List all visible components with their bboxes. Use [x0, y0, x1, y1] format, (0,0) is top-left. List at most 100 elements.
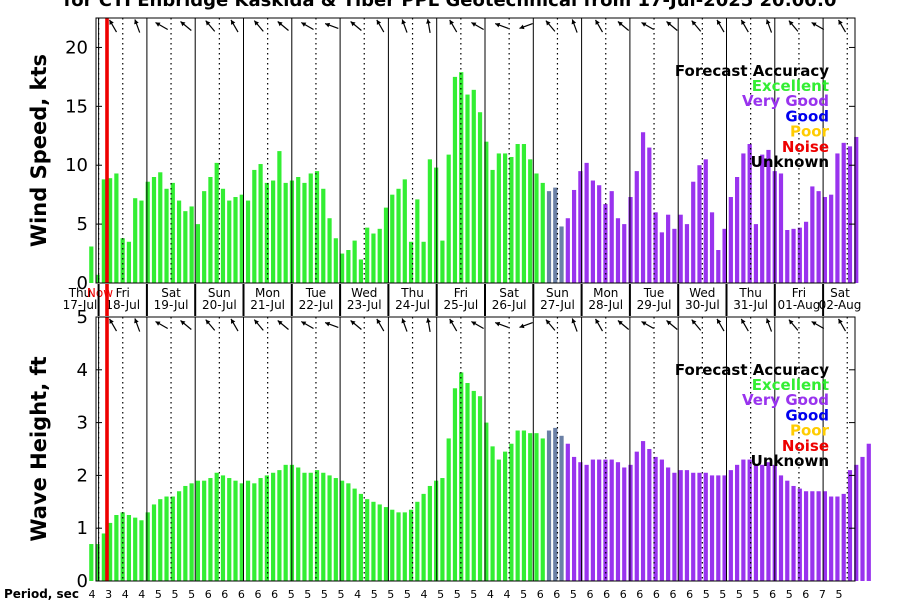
day-date: 19-Jul: [154, 298, 189, 312]
bar: [434, 167, 439, 283]
bar: [615, 218, 621, 283]
bar: [753, 464, 759, 581]
bar: [703, 472, 708, 581]
period-value: 5: [387, 588, 394, 600]
bar: [465, 94, 470, 283]
bar: [252, 169, 257, 283]
direction-arrow-head: [838, 318, 843, 324]
period-value: 6: [686, 588, 693, 600]
day-date: 22-Jul: [299, 298, 334, 312]
bar: [126, 515, 132, 581]
bar: [521, 430, 527, 581]
bar: [95, 274, 100, 283]
bar: [622, 467, 627, 581]
period-value: 5: [719, 588, 726, 600]
bar: [327, 218, 332, 283]
bar: [847, 146, 853, 283]
bar: [653, 212, 658, 283]
bar: [158, 172, 163, 283]
bar: [597, 459, 602, 581]
day-name: Mon: [593, 286, 618, 300]
bar: [816, 191, 821, 283]
bar: [785, 230, 790, 283]
bar: [515, 430, 520, 581]
period-value: 5: [288, 588, 295, 600]
bar: [321, 472, 326, 581]
bar: [797, 488, 802, 581]
bar: [139, 520, 144, 581]
day-date: 29-Jul: [637, 298, 672, 312]
period-value: 4: [487, 588, 494, 600]
y-tick-label: 0: [77, 571, 88, 592]
direction-arrow-head: [376, 19, 382, 25]
bar: [584, 162, 589, 283]
day-name: Fri: [454, 286, 468, 300]
day-date: 17-Jul: [63, 298, 98, 312]
y-tick-label: 3: [77, 413, 88, 434]
direction-arrow-head: [449, 19, 454, 25]
day-date: 02-Aug: [819, 298, 862, 312]
legend-item: Very Good: [742, 92, 829, 110]
day-date: 25-Jul: [443, 298, 478, 312]
y-tick-label: 0: [77, 273, 88, 294]
bar: [446, 438, 451, 581]
bar: [490, 169, 495, 283]
wind-speed-panel: 0 5 10 15 20 Wind Speed, kts Forecast Accuracy…: [27, 17, 859, 294]
bar: [835, 496, 840, 581]
direction-arrow-head: [471, 321, 477, 326]
bar: [829, 194, 834, 283]
bar: [358, 493, 364, 581]
bar: [653, 456, 658, 581]
bar: [766, 149, 771, 283]
bar: [615, 462, 621, 581]
bar: [816, 491, 821, 581]
day-name: Sat: [499, 286, 519, 300]
period-value: 5: [437, 588, 444, 600]
direction-arrow-head: [641, 22, 647, 27]
bar: [509, 443, 514, 581]
bar: [628, 464, 633, 581]
day-date: 28-Jul: [588, 298, 623, 312]
bar: [158, 499, 163, 581]
period-value: 5: [520, 588, 527, 600]
period-value: 4: [421, 588, 428, 600]
now-marker: [105, 18, 109, 283]
day-date: 23-Jul: [347, 298, 382, 312]
period-value: 5: [404, 588, 411, 600]
day-name: Sun: [208, 286, 231, 300]
bar: [578, 171, 583, 283]
legend-item: Excellent: [752, 376, 829, 394]
bar: [358, 259, 364, 283]
bar: [471, 390, 476, 581]
bar: [327, 475, 332, 581]
direction-arrow-head: [134, 318, 139, 324]
bar: [490, 446, 495, 581]
period-value: 5: [753, 588, 760, 600]
bar: [854, 136, 859, 283]
day-date: 26-Jul: [492, 298, 527, 312]
bar: [697, 165, 702, 283]
period-value: 5: [736, 588, 743, 600]
bar: [803, 491, 809, 581]
bar: [571, 189, 577, 283]
bar: [728, 470, 733, 581]
plot-frame: [95, 17, 856, 284]
bar: [584, 464, 589, 581]
bar: [195, 480, 200, 581]
bar: [810, 491, 815, 581]
direction-arrow-head: [617, 320, 623, 326]
legend-title: Forecast Accuracy: [675, 62, 829, 80]
bar: [678, 470, 683, 581]
direction-arrow-head: [301, 321, 307, 326]
direction-arrow-head: [495, 22, 501, 28]
bar: [634, 171, 639, 283]
chart-title: for CTI Enbridge Kaskida & Tiber PPL Geo…: [63, 0, 836, 11]
period-value: 5: [470, 588, 477, 600]
direction-arrow-head: [277, 21, 283, 27]
legend-title: Forecast Accuracy: [675, 361, 829, 379]
bar: [540, 438, 545, 581]
legend-item: Unknown: [751, 153, 829, 171]
bar: [753, 224, 759, 283]
bar: [333, 238, 338, 283]
period-value: 6: [238, 588, 245, 600]
